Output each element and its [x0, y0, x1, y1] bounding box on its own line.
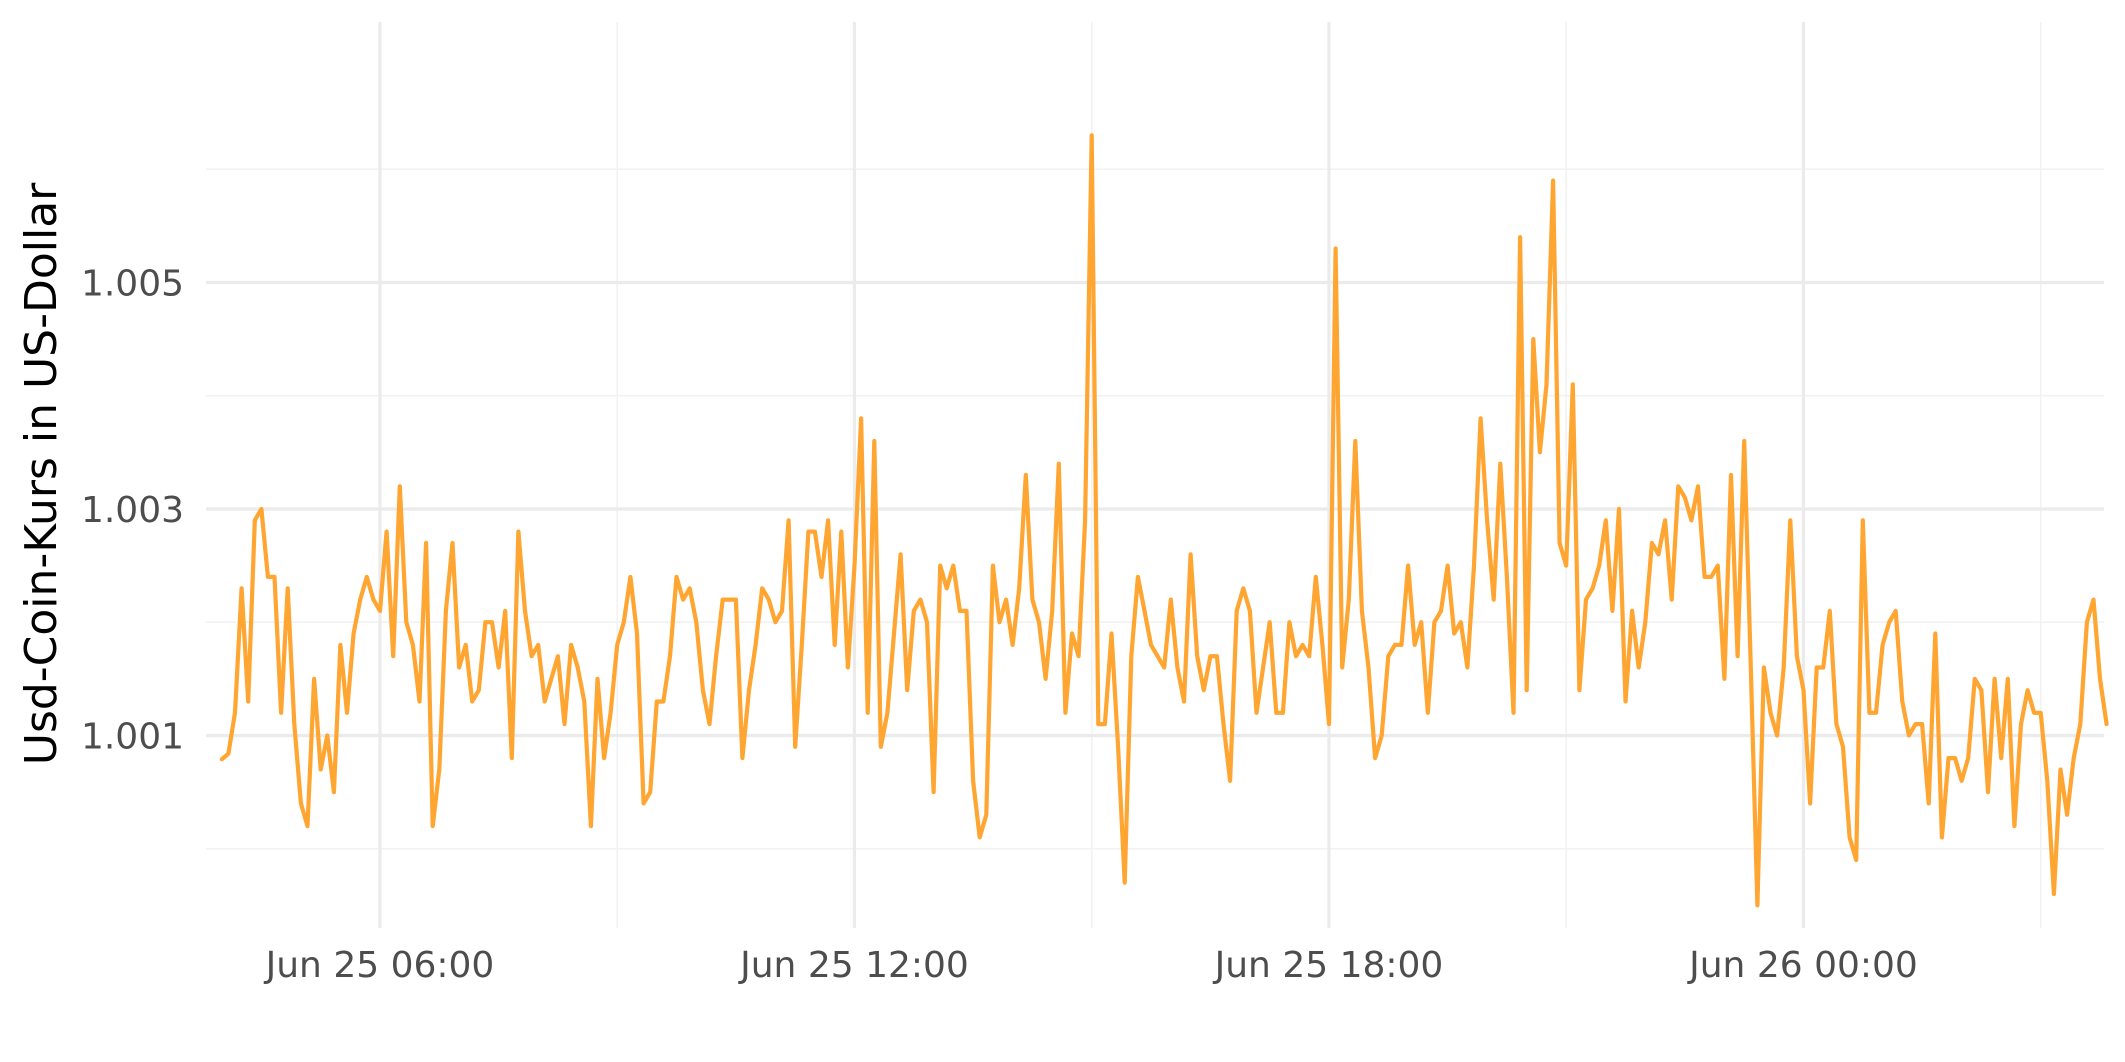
x-tick-label: Jun 25 06:00	[264, 945, 495, 986]
y-tick-label: 1.005	[81, 263, 184, 304]
series-layer	[219, 133, 2109, 908]
x-tick-label: Jun 26 00:00	[1687, 945, 1918, 986]
major-gridlines	[206, 22, 2104, 928]
y-tick-label: 1.001	[81, 716, 184, 757]
series-line	[219, 133, 2109, 908]
minor-gridlines	[206, 22, 2104, 928]
y-axis-title: Usd-Coin-Kurs in US-Dollar	[16, 182, 67, 765]
x-axis-tick-labels: Jun 25 06:00 Jun 25 12:00 Jun 25 18:00 Jun …	[264, 945, 1918, 986]
y-tick-label: 1.003	[81, 490, 184, 531]
y-axis-tick-labels: 1.001 1.003 1.005	[81, 263, 184, 757]
x-tick-label: Jun 25 18:00	[1213, 945, 1444, 986]
x-tick-label: Jun 25 12:00	[738, 945, 969, 986]
